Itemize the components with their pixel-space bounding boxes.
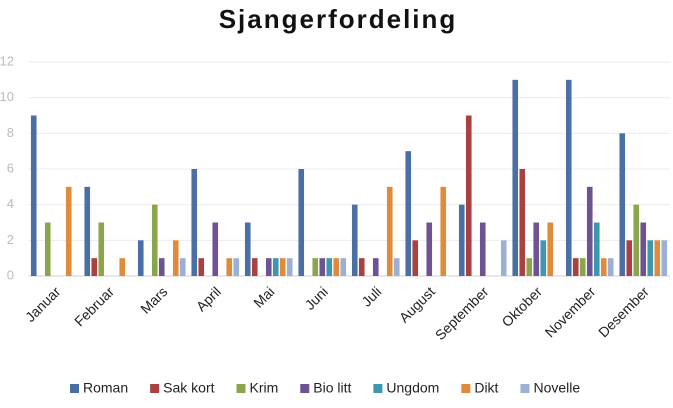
bar — [172, 240, 179, 276]
bar — [412, 240, 419, 276]
bar — [233, 258, 240, 276]
bar — [600, 258, 607, 276]
x-tick-label: Desember — [595, 283, 652, 340]
legend-label: Novelle — [533, 380, 580, 396]
legend-label: Bio litt — [313, 380, 351, 396]
bar — [465, 115, 472, 276]
bar — [526, 258, 533, 276]
bar — [319, 258, 326, 276]
bar — [119, 258, 126, 276]
bar — [340, 258, 347, 276]
legend-swatch — [70, 384, 79, 393]
x-tick-label: Juli — [358, 283, 384, 309]
bar — [533, 222, 540, 276]
bar — [372, 258, 379, 276]
bar — [579, 258, 586, 276]
bar — [151, 204, 158, 276]
bar — [179, 258, 186, 276]
bar — [619, 133, 626, 276]
bar — [244, 222, 251, 276]
x-tick-label: Mars — [137, 283, 170, 316]
bar — [540, 240, 547, 276]
legend-swatch — [461, 384, 471, 393]
legend-label: Ungdom — [386, 380, 439, 396]
legend-swatch — [520, 384, 530, 393]
legend-swatch — [236, 384, 246, 393]
bar — [519, 169, 526, 276]
bar — [279, 258, 286, 276]
bar — [640, 222, 647, 276]
bar — [458, 204, 465, 276]
bar — [84, 186, 91, 276]
legend-label: Roman — [83, 380, 128, 396]
bar — [593, 222, 600, 276]
bar — [351, 204, 358, 276]
x-tick-label: Oktober — [498, 283, 545, 330]
bar — [44, 222, 51, 276]
y-tick-label: 4 — [7, 196, 14, 211]
x-tick-label: April — [193, 283, 224, 314]
x-tick-label: September — [432, 283, 492, 343]
bar — [572, 258, 579, 276]
legend-swatch — [150, 384, 160, 393]
chart-title: Sjangerfordeling — [219, 4, 458, 34]
x-tick-label: August — [396, 283, 438, 325]
y-tick-label: 6 — [7, 160, 14, 175]
bar — [198, 258, 205, 276]
legend-swatch — [300, 384, 310, 393]
bar — [358, 258, 365, 276]
legend-label: Sak kort — [163, 380, 214, 396]
x-tick-label: Juni — [302, 283, 331, 312]
bar — [212, 222, 219, 276]
bar — [626, 240, 633, 276]
bar — [191, 169, 198, 276]
bar — [647, 240, 654, 276]
bar — [251, 258, 258, 276]
bar — [607, 258, 614, 276]
y-tick-label: 0 — [7, 267, 14, 282]
bar — [633, 204, 640, 276]
x-tick-label: November — [542, 283, 599, 340]
bar — [137, 240, 144, 276]
bar — [426, 222, 433, 276]
bar — [265, 258, 272, 276]
bar — [565, 79, 572, 276]
y-tick-label: 8 — [7, 125, 14, 140]
bar — [326, 258, 333, 276]
bar — [479, 222, 486, 276]
x-tick-label: Februar — [71, 283, 117, 329]
legend-label: Krim — [250, 380, 279, 396]
bar — [586, 186, 593, 276]
bar — [440, 186, 447, 276]
x-tick-label: Mai — [250, 283, 277, 310]
legend-label: Dikt — [474, 380, 498, 396]
bar — [405, 151, 412, 276]
x-tick-label: Januar — [22, 283, 64, 325]
bar — [661, 240, 668, 276]
bar — [272, 258, 279, 276]
bar — [654, 240, 661, 276]
bar — [98, 222, 105, 276]
bar — [298, 169, 305, 276]
bar — [333, 258, 340, 276]
bar — [500, 240, 507, 276]
bar — [286, 258, 293, 276]
bar — [547, 222, 554, 276]
bar — [158, 258, 165, 276]
bar — [91, 258, 98, 276]
y-tick-label: 10 — [0, 89, 14, 104]
legend-swatch — [373, 384, 383, 393]
bar — [226, 258, 233, 276]
bar — [65, 186, 72, 276]
bar — [386, 186, 393, 276]
bar — [512, 79, 519, 276]
bar — [30, 115, 37, 276]
bar — [393, 258, 400, 276]
y-tick-label: 12 — [0, 53, 14, 68]
y-tick-label: 2 — [7, 232, 14, 247]
bar — [312, 258, 319, 276]
